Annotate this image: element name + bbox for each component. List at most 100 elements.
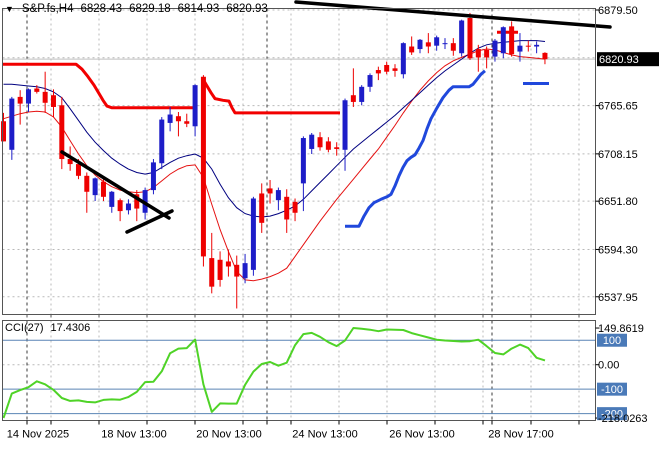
svg-text:6537.95: 6537.95 [598,292,638,304]
candle-body [34,88,40,92]
svg-text:14 Nov 2025: 14 Nov 2025 [7,429,69,441]
svg-text:0.00: 0.00 [598,360,619,372]
candle-body [442,43,448,45]
candle-body [184,121,190,124]
candle-body [125,203,131,211]
svg-text:6820.93: 6820.93 [599,54,639,66]
time-axis-labels: 14 Nov 2025 18 Nov 13:00 20 Nov 13:00 24 No… [7,429,554,441]
candle-body [100,181,106,197]
candle-body [67,159,73,165]
svg-text:-218.0263: -218.0263 [598,413,648,425]
candle-body [1,121,6,142]
candle-body [92,178,98,196]
candle-body [292,201,298,213]
candle-body [225,261,231,267]
candle-body [542,52,548,60]
ohlc-close: 6820.93 [226,3,268,15]
candle-body [150,162,156,191]
svg-text:24 Nov 13:00: 24 Nov 13:00 [292,429,357,441]
candle-body [25,89,31,104]
candle-body [317,137,323,148]
candle-body [259,193,265,223]
candle-body [17,96,23,104]
symbol-timeframe-label: S&P.fs,H4 [21,3,74,15]
panel-borders [2,8,596,421]
cci-line [2,327,546,419]
candle-body [392,68,398,71]
svg-text:20 Nov 13:00: 20 Nov 13:00 [196,429,261,441]
candle-body [242,263,248,279]
candle-body [84,175,90,192]
ohlc-low: 6814.93 [177,3,220,15]
svg-text:6708.15: 6708.15 [598,149,638,161]
candle-body [417,39,423,50]
svg-text:6765.65: 6765.65 [598,101,638,113]
axis-ticks [26,9,600,425]
trendlines [60,0,612,234]
candle-body [217,259,223,280]
price-axis-labels: 6879.50 6765.65 6708.15 6651.80 6594.30 6537.… [598,5,638,304]
svg-text:149.8619: 149.8619 [598,323,644,335]
candle-body [50,95,56,107]
bid-price-label: 6820.93 [597,52,659,67]
candle-body [350,95,356,102]
candle-body [117,200,123,212]
candle-body [250,198,256,270]
grid-layer [2,8,596,421]
candle-body [42,91,48,103]
candle-body [59,105,65,160]
candle-body [134,194,140,209]
symbol-dropdown-icon[interactable]: ▼ [5,3,14,14]
cci-value: 17.4306 [50,322,91,334]
candle-body [534,44,540,47]
candle-body [192,85,198,127]
candle-body [342,100,348,150]
ohlc-high: 6829.18 [129,3,171,15]
candle-body [175,116,181,122]
candle-body [300,138,306,184]
candle-body [450,43,456,51]
svg-text:-100: -100 [601,384,623,396]
cci-indicator-label: CCI(27) 17.4306 [5,322,90,334]
candle-body [400,43,406,75]
candle-body [500,27,506,54]
ohlc-open: 6828.43 [80,3,123,15]
candle-body [425,42,431,47]
candle-body [467,17,473,59]
candle-body [517,45,523,52]
candle-body [434,37,440,46]
svg-text:100: 100 [603,335,621,347]
cci-level-labels: 100 -100 -200 [597,333,627,421]
candle-body [209,258,215,287]
candle-body [75,164,81,176]
candle-body [309,134,315,149]
candle-body [484,49,490,58]
chart-title: ▼ S&P.fs,H4 6828.43 6829.18 6814.93 6820… [5,3,268,15]
svg-text:18 Nov 13:00: 18 Nov 13:00 [101,429,166,441]
candle-body [359,86,365,102]
candle-body [509,26,515,55]
candle-body [375,70,381,74]
candle-body [284,196,290,220]
candle-body [334,147,340,149]
candle-body [167,114,173,123]
cci-name: CCI(27) [5,322,44,334]
svg-text:6651.80: 6651.80 [598,196,638,208]
svg-text:26 Nov 13:00: 26 Nov 13:00 [389,429,454,441]
moving-averages [3,40,546,282]
candle-body [275,190,281,201]
svg-text:6879.50: 6879.50 [598,5,638,17]
candle-body [200,76,206,257]
candle-body [475,49,481,58]
candle-body [367,75,373,87]
candle-body [525,45,531,47]
candle-body [109,191,115,207]
candle-body [459,20,465,54]
svg-text:6594.30: 6594.30 [598,244,638,256]
svg-text:-200: -200 [601,409,623,421]
cci-axis-labels: 149.8619 0.00 -218.0263 [598,323,648,425]
candle-body [325,141,331,150]
candle-body [384,64,390,72]
